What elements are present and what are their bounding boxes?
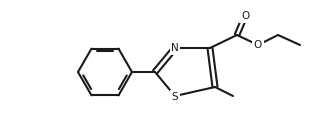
Text: O: O: [241, 11, 249, 21]
Text: O: O: [254, 40, 262, 50]
Text: N: N: [171, 43, 179, 53]
Text: S: S: [172, 92, 178, 102]
